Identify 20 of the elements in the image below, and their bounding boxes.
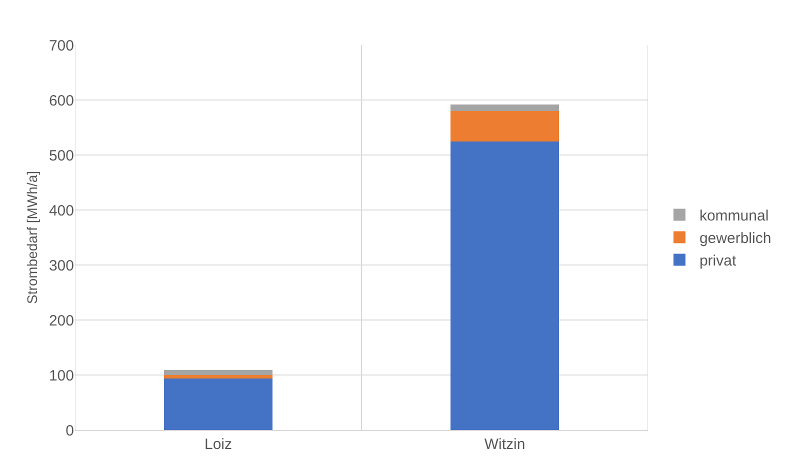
y-tick-label: 100	[48, 367, 74, 384]
bar	[164, 370, 273, 375]
y-tick-label: 300	[48, 257, 74, 274]
y-tick-label: 600	[48, 92, 74, 110]
x-tick-label: Loiz	[204, 436, 232, 453]
y-tick-label: 0	[66, 422, 74, 440]
y-tick-label: 400	[48, 202, 74, 220]
bar	[450, 111, 560, 142]
y-axis-title: Strombedarf [MWh/a]	[24, 170, 40, 304]
y-tick-label: 200	[48, 312, 74, 330]
y-tick-label: 500	[48, 147, 74, 164]
x-tick-label: Witzin	[484, 436, 526, 453]
bar	[164, 378, 273, 430]
bar	[164, 375, 273, 378]
legend-label: gewerblich	[699, 230, 772, 248]
legend-label: kommunal	[699, 208, 769, 225]
bar	[450, 141, 560, 430]
legend-label: privat	[699, 252, 737, 270]
bar	[450, 104, 560, 111]
y-tick-label: 700	[48, 37, 74, 54]
